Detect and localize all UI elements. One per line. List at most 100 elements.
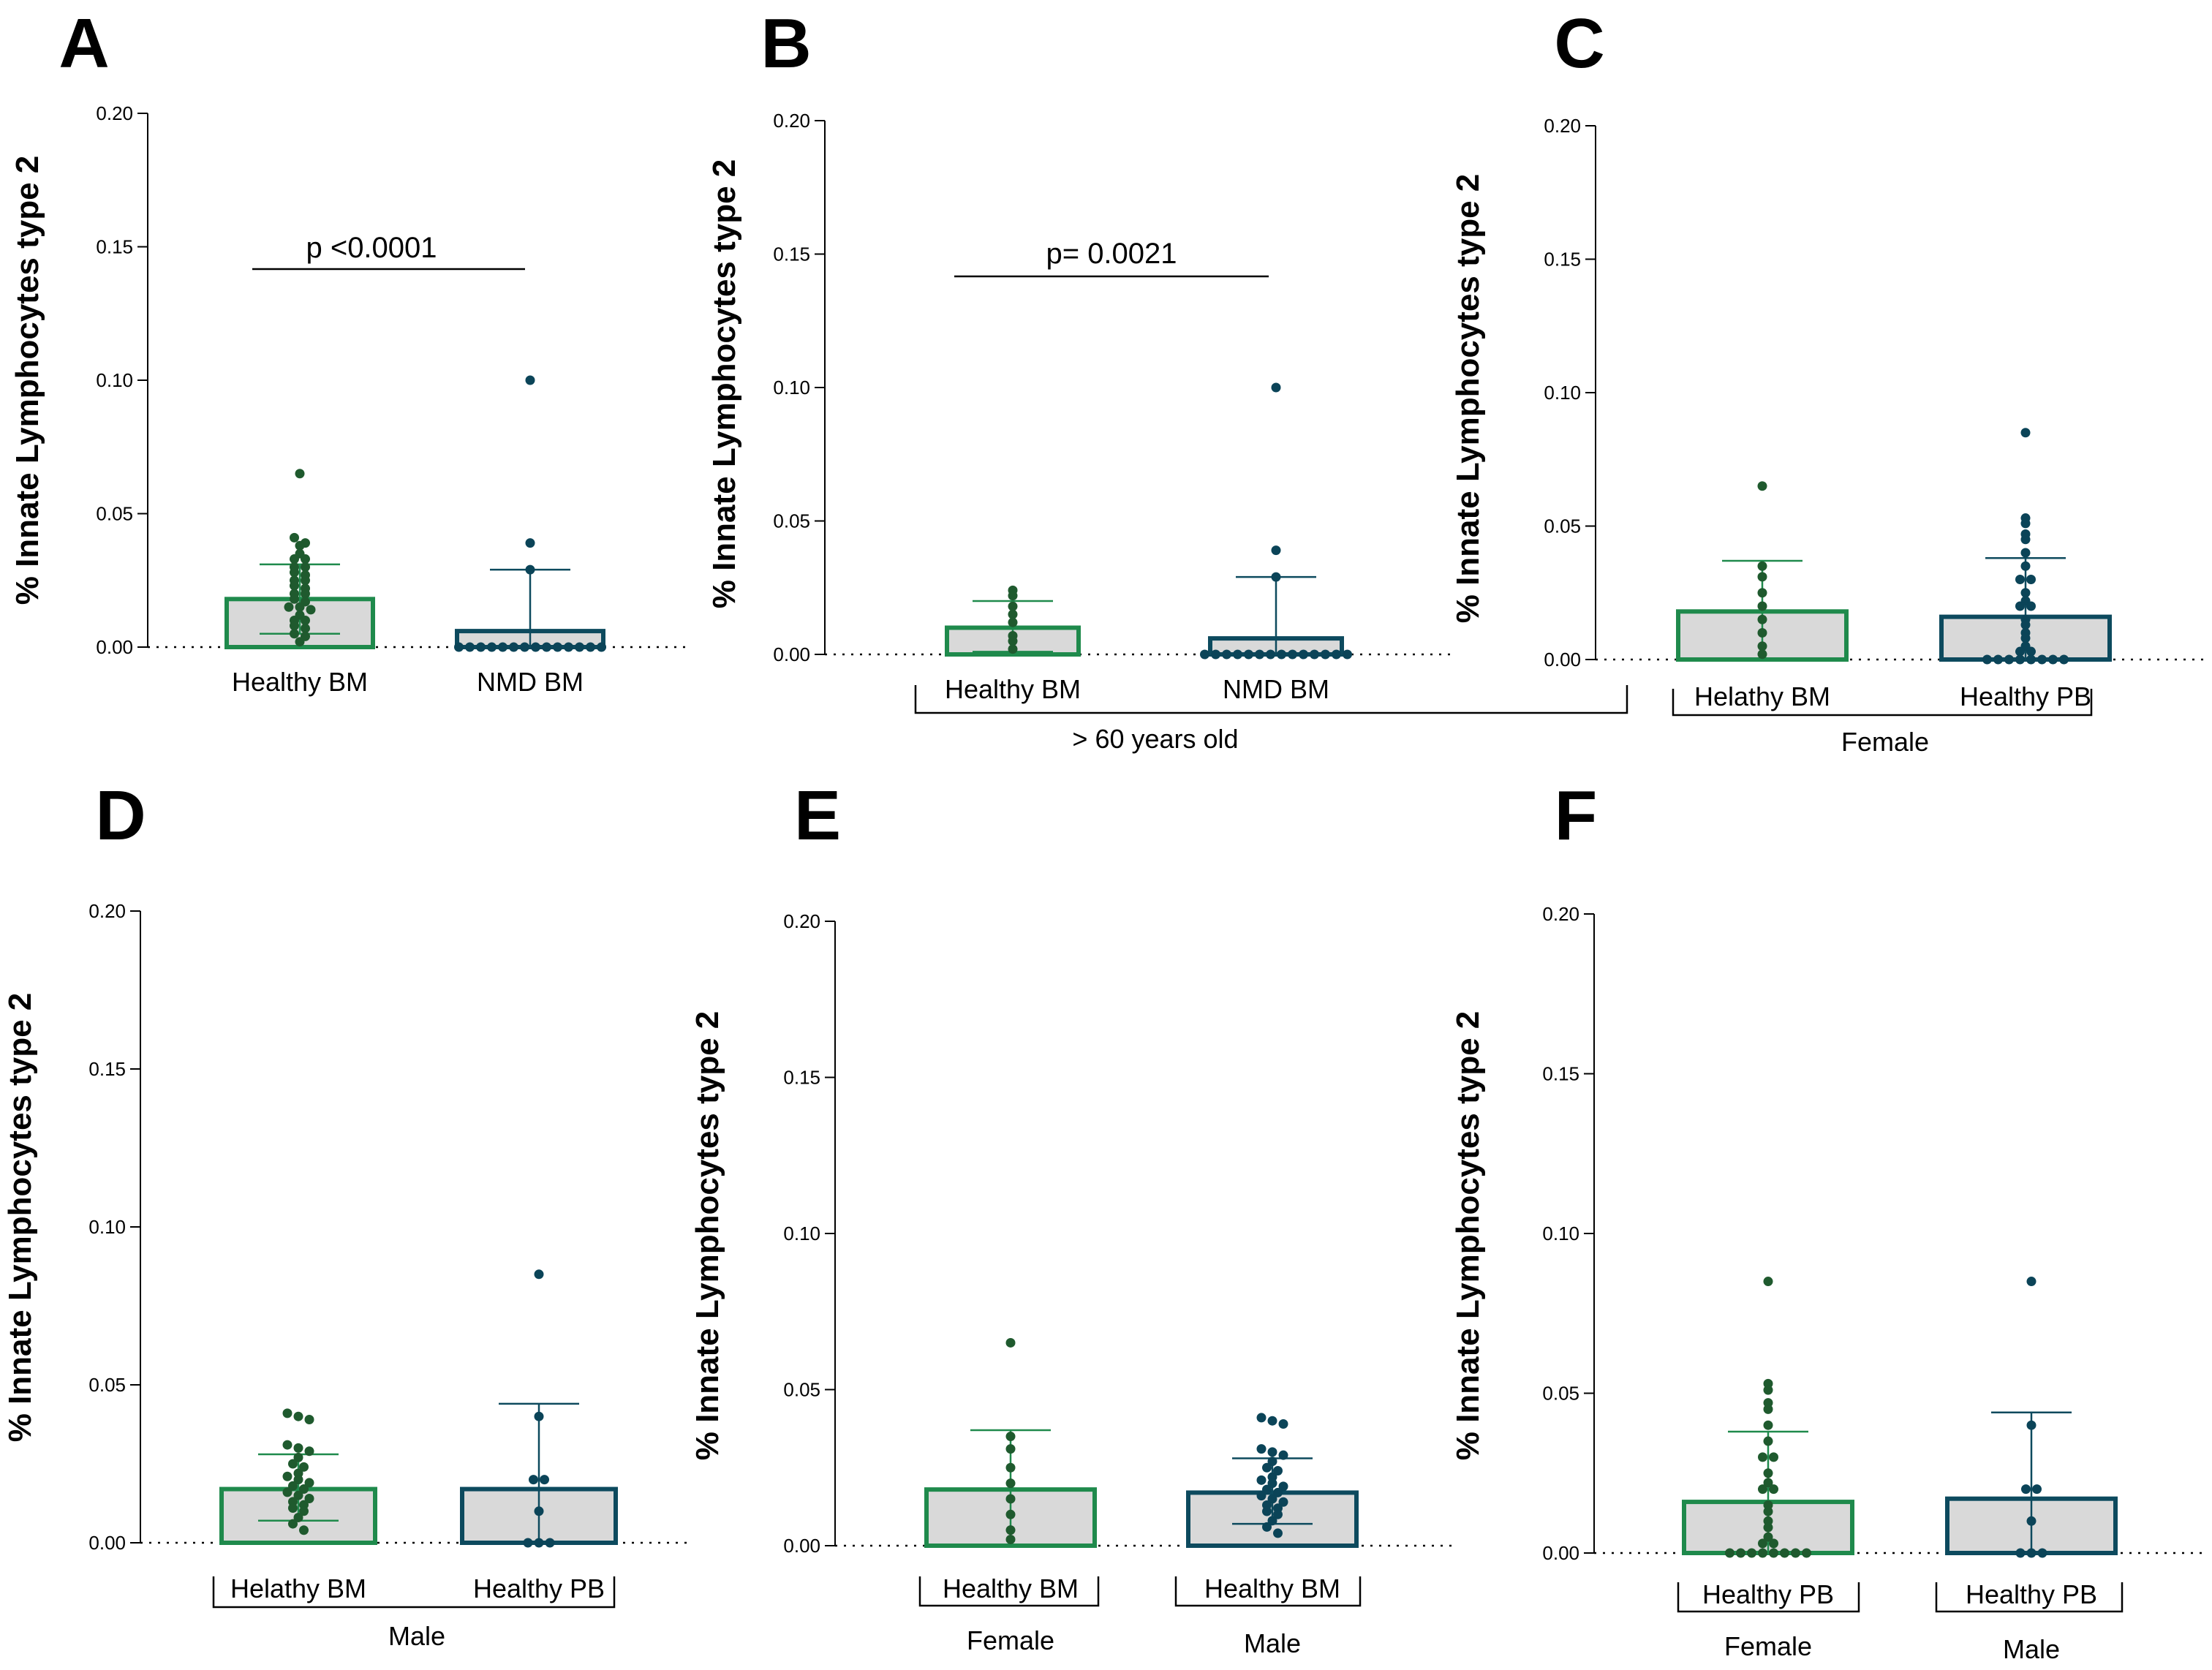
data-point [301,575,310,586]
data-point [1278,1497,1288,1507]
data-point [288,1519,298,1529]
data-point [301,623,310,633]
data-point [295,637,305,647]
category-label: Healthy PB [1966,1579,2097,1609]
data-point [476,642,486,652]
data-point [1757,572,1767,582]
y-tick-label: 0.20 [88,900,126,922]
data-point [290,594,299,604]
data-point [2026,1516,2037,1526]
data-point [1763,1468,1773,1478]
data-point [523,1538,533,1548]
data-point [1278,1418,1288,1429]
data-point [1267,1516,1277,1526]
data-point [586,642,595,652]
data-point [534,1506,544,1516]
data-point [2037,1548,2047,1558]
data-point [1758,1452,1767,1462]
data-point [299,1506,309,1516]
data-point [2026,654,2036,665]
data-point [2026,1420,2037,1430]
y-tick-label: 0.00 [783,1535,820,1557]
data-point [1758,1484,1767,1495]
data-point [1747,1548,1756,1558]
data-point [2004,654,2014,665]
data-point [1763,1522,1773,1533]
data-point [1321,649,1330,660]
data-point [1757,614,1767,624]
category-label: Healthy BM [232,667,368,697]
group-bracket [1174,1576,1362,1607]
y-tick-label: 0.10 [96,369,133,391]
series-2: NMD BM [454,375,606,697]
data-point [1005,1478,1016,1489]
data-point [293,1452,303,1462]
panel-d: D 0.00 0.05 0.10 0.15 0.20 % Innate Lymphocyte… [2,777,691,1651]
series-1: Helathy BM [1676,481,1849,711]
group-bracket [212,1576,616,1609]
data-point [290,581,299,591]
data-point [534,1411,544,1421]
panel-b: B 0.00 0.05 0.10 0.15 0.20 % Innate Lymphocyte… [706,4,1628,754]
data-point [288,1459,298,1469]
data-point [2026,575,2036,584]
group-bracket [1672,689,2093,717]
y-tick-label: 0.15 [1542,1063,1579,1085]
data-point [1262,1506,1272,1516]
data-point [1736,1548,1745,1558]
data-point [2020,518,2031,529]
data-point [2015,575,2025,584]
data-point [1271,545,1281,556]
data-point [293,1411,303,1421]
data-point [540,1475,549,1485]
data-point [1725,1548,1735,1558]
y-tick-label: 0.15 [88,1058,126,1080]
data-point [1267,1494,1277,1504]
data-point [2015,654,2025,665]
data-point [1310,649,1319,660]
panel-a: A 0.00 0.05 0.10 0.15 0.20 % Innate Lymphocyte… [10,4,687,697]
series-1: Healthy BM [924,1337,1097,1603]
data-point [293,1475,303,1485]
data-point [290,567,299,578]
p-value-label: p <0.0001 [306,232,437,264]
group-bracket [1935,1582,2124,1613]
series-1: Healthy BM [224,469,375,697]
data-point [1982,654,1992,665]
data-point [575,642,584,652]
data-point [282,1440,292,1450]
data-point [1262,1522,1272,1532]
category-label: Healthy BM [943,1573,1079,1603]
series-2: NMD BM [1200,382,1352,704]
data-point [465,642,475,652]
data-point [1255,649,1264,660]
y-tick-label: 0.05 [1542,1383,1579,1405]
y-axis-label: % Innate Lymphocytes type 2 [1450,174,1486,624]
data-point [1763,1478,1773,1488]
data-point [1005,1534,1016,1544]
y-tick-label: 0.05 [1544,515,1581,537]
group-label: Female [967,1625,1054,1655]
data-point [1763,1404,1773,1414]
panel-f: F 0.00 0.05 0.10 0.15 0.20 % Innate Lymphocyte… [1450,777,2205,1664]
data-point [299,1525,309,1535]
panel-letter: D [95,777,146,855]
y-axis-label: % Innate Lymphocytes type 2 [1450,1011,1486,1461]
panel-e: E 0.00 0.05 0.10 0.15 0.20 % Innate Lymphocyte… [690,777,1452,1658]
data-point [1211,649,1220,660]
data-point [288,1481,298,1491]
data-point [534,1538,544,1548]
data-point [2020,548,2031,558]
group-label: Male [388,1621,445,1651]
y-tick-label: 0.00 [773,643,810,665]
group-label: Male [2003,1634,2060,1664]
data-point [2020,633,2031,643]
data-point [2021,1484,2031,1495]
data-point [304,1494,314,1504]
data-point [1200,649,1209,660]
data-point [1262,1484,1272,1495]
data-point [295,540,305,551]
y-tick-label: 0.00 [1542,1542,1579,1564]
data-point [1008,617,1018,627]
